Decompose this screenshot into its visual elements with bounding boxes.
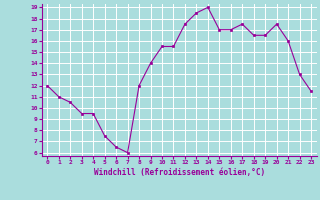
X-axis label: Windchill (Refroidissement éolien,°C): Windchill (Refroidissement éolien,°C): [94, 168, 265, 177]
